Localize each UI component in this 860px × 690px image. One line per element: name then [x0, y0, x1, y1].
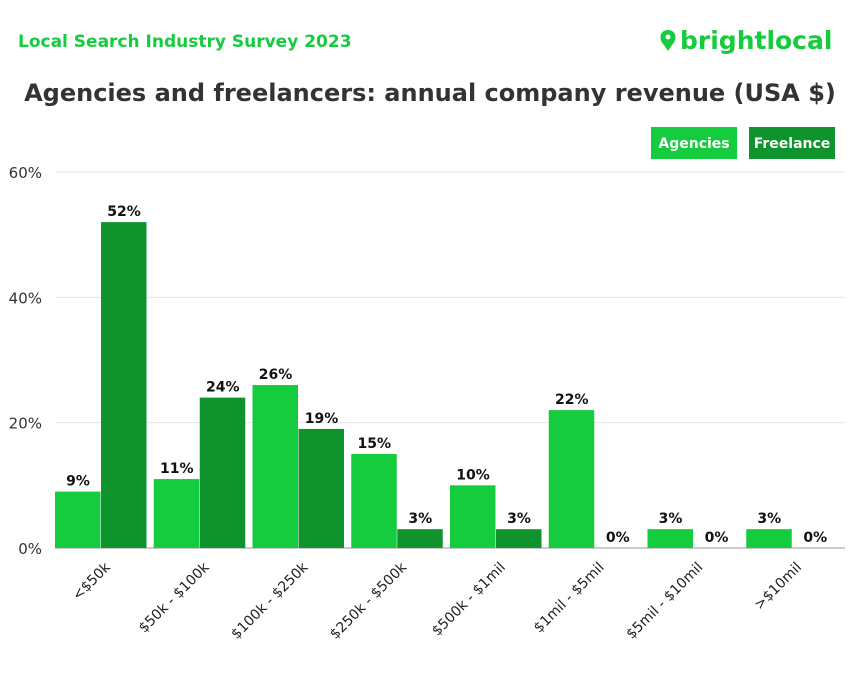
data-label: 52% — [107, 204, 141, 220]
y-tick-label: 60% — [9, 164, 42, 182]
data-label: 3% — [757, 511, 781, 527]
x-tick-label: $1mil - $5mil — [531, 560, 608, 637]
data-label: 3% — [659, 511, 683, 527]
data-label: 15% — [357, 436, 391, 452]
data-label: 0% — [705, 530, 729, 546]
data-label: 24% — [206, 380, 240, 396]
legend-swatch-freelance — [749, 127, 835, 159]
bar-agencies — [647, 529, 693, 548]
brightlocal-logo: brightlocal — [660, 26, 832, 55]
logo-text: brightlocal — [680, 26, 832, 55]
data-label: 26% — [259, 367, 293, 383]
data-label: 22% — [555, 392, 589, 408]
chart-title: Agencies and freelancers: annual company… — [24, 79, 836, 107]
bar-agencies — [746, 529, 792, 548]
data-label: 0% — [606, 530, 630, 546]
bar-agencies — [153, 479, 200, 548]
bar-freelance — [397, 529, 443, 548]
bar-freelance — [101, 222, 147, 548]
bar-agencies — [450, 485, 496, 548]
data-label: 11% — [160, 461, 194, 477]
data-label: 9% — [66, 474, 90, 490]
legend-label: Freelance — [754, 136, 831, 152]
bar-freelance — [199, 397, 246, 548]
bar-agencies — [351, 454, 397, 548]
data-label: 19% — [305, 411, 339, 427]
data-label: 3% — [507, 511, 531, 527]
data-label: 3% — [408, 511, 432, 527]
y-tick-label: 40% — [9, 289, 42, 307]
legend: Agencies Freelance — [651, 127, 835, 159]
data-label: 10% — [456, 467, 490, 483]
y-tick-label: 0% — [18, 540, 42, 558]
bar-agencies — [548, 410, 595, 548]
x-tick-label: $500k - $1mil — [429, 560, 509, 640]
bar-agencies — [252, 385, 298, 548]
y-tick-label: 20% — [9, 415, 42, 433]
x-tick-label: $100k - $250k — [228, 559, 312, 643]
map-pin-heart-icon — [660, 30, 676, 51]
x-tick-label: <$50k — [70, 559, 115, 604]
x-tick-label: $50k - $100k — [136, 559, 213, 636]
bar-freelance — [496, 529, 542, 548]
bar-freelance — [298, 428, 344, 548]
x-tick-label: $250k - $500k — [327, 559, 411, 643]
legend-label: Agencies — [658, 136, 729, 152]
x-tick-label: >$10mil — [751, 560, 805, 614]
bar-agencies — [55, 491, 101, 548]
x-tick-label: $5mil - $10mil — [623, 560, 706, 643]
data-label: 0% — [803, 530, 827, 546]
survey-title: Local Search Industry Survey 2023 — [18, 32, 352, 52]
legend-swatch-agencies — [651, 127, 737, 159]
